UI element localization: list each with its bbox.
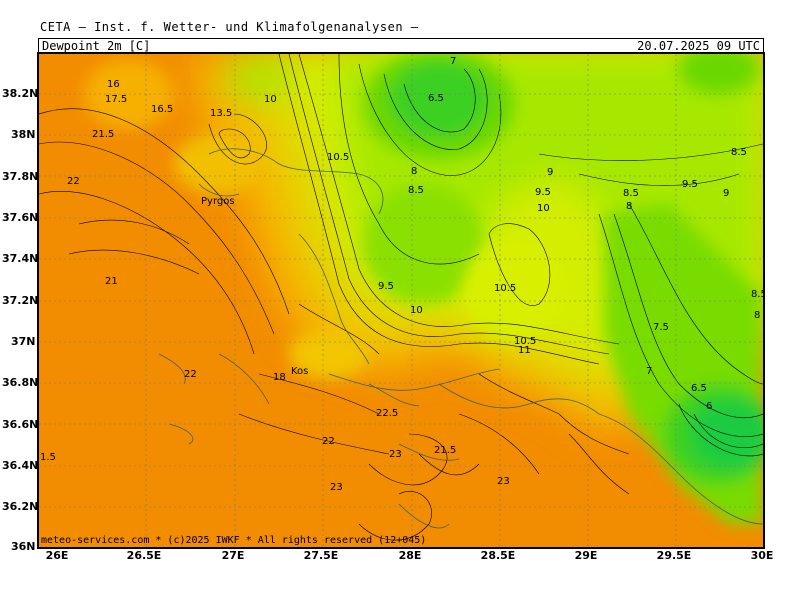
contour-label: 8 [411, 166, 417, 177]
contour-label: 10.5 [327, 152, 349, 163]
contour-label: 7 [450, 56, 456, 67]
lat-label: 36.2N [2, 500, 39, 513]
contour-label: 13.5 [210, 108, 232, 119]
field-yellow-tongue [84, 59, 564, 379]
contour-label: 17.5 [105, 94, 127, 105]
contour-label: 16.5 [151, 104, 173, 115]
lon-label: 28.5E [480, 549, 516, 562]
contour-label: 6 [706, 401, 712, 412]
credit-line: meteo-services.com * (c)2025 IWKF * All … [41, 535, 427, 546]
contour-label: 9.5 [682, 179, 698, 190]
lat-label: 36.4N [2, 459, 39, 472]
lon-label: 30E [750, 549, 774, 562]
contour-label: 7 [646, 366, 652, 377]
contour-label: 10 [537, 203, 550, 214]
contour-label: 22.5 [376, 408, 398, 419]
lat-label: 37.6N [2, 211, 39, 224]
lat-label: 36.8N [2, 376, 39, 389]
contour-label: 9.5 [378, 281, 394, 292]
contour-labels: 7 6.5 10 10.5 8 8.5 9 9.5 10 8.5 8 9.5 9… [40, 56, 763, 493]
contour-label: 8.5 [623, 188, 639, 199]
contour-label: 6.5 [691, 383, 707, 394]
lat-label: 36.6N [2, 418, 39, 431]
contour-label: 16 [107, 79, 120, 90]
contour-label: 8.5 [408, 185, 424, 196]
contour-label: 22 [322, 436, 335, 447]
parameter-label: Dewpoint 2m [C] [42, 39, 151, 53]
lon-label: 27E [221, 549, 245, 562]
contour-label: 22 [184, 369, 197, 380]
contour-label: 23 [389, 449, 402, 460]
valid-time: 20.07.2025 09 UTC [637, 39, 760, 53]
contour-label: 23 [330, 482, 343, 493]
contour-label: 8 [754, 310, 760, 321]
field-green [364, 54, 763, 524]
contour-label: 11 [518, 345, 531, 356]
lat-label: 38N [11, 128, 36, 141]
place-label-kos: Kos [291, 366, 308, 377]
lon-label: 27.5E [303, 549, 339, 562]
model-title: CETA — Inst. f. Wetter- und Klimafolgena… [40, 20, 419, 34]
lat-label: 37.4N [2, 252, 39, 265]
contour-label: 8.5 [731, 147, 747, 158]
lat-label: 38.2N [2, 87, 39, 100]
contour-label: 10 [410, 305, 423, 316]
contour-label: 9.5 [535, 187, 551, 198]
contour-label: 8.5 [751, 289, 763, 300]
dewpoint-map: Pyrgos Kos 7 6.5 10 10.5 8 8.5 9 9.5 10 … [39, 54, 763, 547]
coastlines [158, 148, 763, 529]
lon-label: 29E [574, 549, 598, 562]
lat-label: 37.2N [2, 294, 39, 307]
contour-label: 10 [264, 94, 277, 105]
lon-label: 28E [398, 549, 422, 562]
map-panel: Pyrgos Kos 7 6.5 10 10.5 8 8.5 9 9.5 10 … [37, 52, 765, 549]
lat-label: 37.8N [2, 170, 39, 183]
contour-label: 10.5 [494, 283, 516, 294]
lon-label: 26E [45, 549, 69, 562]
contour-label: 18 [273, 372, 286, 383]
contour-label: 9 [547, 167, 553, 178]
lat-label: 37N [11, 335, 36, 348]
contour-label: 6.5 [428, 93, 444, 104]
place-label-pyrgos: Pyrgos [201, 196, 235, 207]
contour-label: 1.5 [40, 452, 56, 463]
lat-label: 36N [11, 540, 36, 553]
contour-label: 10.5 [514, 336, 536, 347]
lon-label: 29.5E [656, 549, 692, 562]
contour-label: 9 [723, 188, 729, 199]
contour-label: 8 [626, 201, 632, 212]
contour-label: 21.5 [434, 445, 456, 456]
contour-label: 22 [67, 176, 80, 187]
graticule [39, 54, 763, 547]
contour-label: 21 [105, 276, 118, 287]
lon-label: 26.5E [126, 549, 162, 562]
contour-label: 7.5 [653, 322, 669, 333]
contour-label: 23 [497, 476, 510, 487]
contour-label: 21.5 [92, 129, 114, 140]
